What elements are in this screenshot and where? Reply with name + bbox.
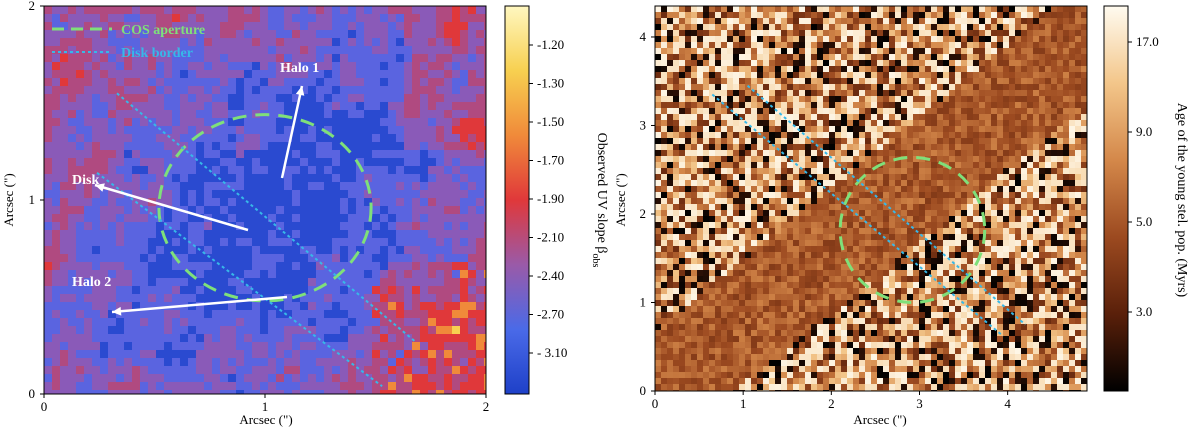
y-tick-label: 3 xyxy=(640,117,647,132)
y-tick-label: 1 xyxy=(640,294,647,309)
y-tick-label: 4 xyxy=(640,29,647,44)
left-colorbar: -1.20 -1.30 -1.50 -1.70 -1.90 -2.10 -2.40 -2.70… xyxy=(504,5,609,395)
left-legend: COS aperture Disk border xyxy=(52,23,205,61)
right-x-axis-label: Arcsec (") xyxy=(853,412,906,427)
annotation-label: Halo 1 xyxy=(280,61,319,76)
colorbar-tick-label: 9.0 xyxy=(1136,124,1152,139)
colorbar-tick-label: -1.50 xyxy=(537,114,564,129)
left-x-axis-label: Arcsec (") xyxy=(239,412,292,427)
colorbar-tick-label: 5.0 xyxy=(1136,214,1152,229)
colorbar-tick-label: -1.90 xyxy=(537,191,564,206)
annotation-label: Halo 2 xyxy=(72,275,111,290)
left-overlays xyxy=(96,92,416,388)
left-uv-slope-map xyxy=(44,6,486,394)
right-age-map xyxy=(655,6,1087,391)
left-y-axis-label: Arcsec (") xyxy=(1,173,16,226)
annotation-arrowhead xyxy=(295,86,305,96)
right-colorbar-ticks: 17.0 9.0 5.0 3.0 xyxy=(1128,34,1159,319)
x-tick-label: 1 xyxy=(740,396,747,411)
y-tick-label: 2 xyxy=(640,206,647,221)
colorbar-tick-label: - 3.10 xyxy=(537,345,567,360)
colorbar-tick-label: 3.0 xyxy=(1136,304,1152,319)
right-colorbar-label: Age of the young stel. pop. (Myrs) xyxy=(1174,103,1189,298)
colorbar-tick-label: -2.70 xyxy=(537,307,564,322)
cos-aperture-circle xyxy=(157,113,373,303)
right-colorbar-bar xyxy=(1103,5,1129,392)
y-tick-label: 0 xyxy=(29,386,36,401)
colorbar-tick-label: -1.20 xyxy=(537,37,564,52)
right-colorbar: 17.0 9.0 5.0 3.0 Age of the young stel. pop… xyxy=(1103,5,1189,392)
left-axes: 0 1 2 0 1 2 xyxy=(29,0,490,414)
left-colorbar-bar xyxy=(504,5,530,395)
right-y-axis-label: Arcsec (") xyxy=(613,173,628,226)
disk-border-line-2 xyxy=(746,84,1026,326)
right-overlays xyxy=(711,84,1026,337)
annotation-arrowhead xyxy=(95,183,105,192)
colorbar-tick-label: -2.10 xyxy=(537,230,564,245)
disk-border-line-2 xyxy=(96,172,383,388)
right-panel: 0 1 2 3 4 0 1 2 3 4 Arcsec (") Arcsec (") xyxy=(613,5,1088,427)
x-tick-label: 0 xyxy=(652,396,659,411)
y-tick-label: 0 xyxy=(640,383,647,398)
x-tick-label: 4 xyxy=(1004,396,1011,411)
y-tick-label: 1 xyxy=(29,192,36,207)
left-colorbar-label-subscript: obs xyxy=(590,253,601,267)
x-tick-label: 1 xyxy=(262,399,269,414)
right-axes: 0 1 2 3 4 0 1 2 3 4 xyxy=(640,29,1012,411)
colorbar-tick-label: -2.40 xyxy=(537,268,564,283)
left-colorbar-ticks: -1.20 -1.30 -1.50 -1.70 -1.90 -2.10 -2.40 -2.70… xyxy=(529,37,567,360)
x-tick-label: 2 xyxy=(828,396,835,411)
colorbar-tick-label: -1.30 xyxy=(537,76,564,91)
legend-label-disk-border: Disk border xyxy=(121,46,193,61)
left-panel: Halo 1 Disk Halo 2 COS aperture Disk border… xyxy=(1,0,490,427)
colorbar-tick-label: 17.0 xyxy=(1136,34,1159,49)
x-tick-label: 0 xyxy=(41,399,48,414)
disk-border-line-1 xyxy=(116,92,416,343)
x-tick-label: 3 xyxy=(916,396,923,411)
left-colorbar-label: Observed UV slope βobs xyxy=(590,133,609,268)
left-annotations: Halo 1 Disk Halo 2 xyxy=(72,61,319,316)
annotation-arrow xyxy=(94,183,249,232)
right-plot-frame xyxy=(654,5,1088,392)
legend-label-cos-aperture: COS aperture xyxy=(121,23,205,38)
annotation-arrowhead xyxy=(112,306,122,316)
annotation-arrow xyxy=(280,85,304,179)
annotation-label: Disk xyxy=(72,173,99,188)
y-tick-label: 2 xyxy=(29,0,36,13)
annotation-arrow xyxy=(111,295,288,314)
colorbar-tick-label: -1.70 xyxy=(537,153,564,168)
x-tick-label: 2 xyxy=(483,399,490,414)
